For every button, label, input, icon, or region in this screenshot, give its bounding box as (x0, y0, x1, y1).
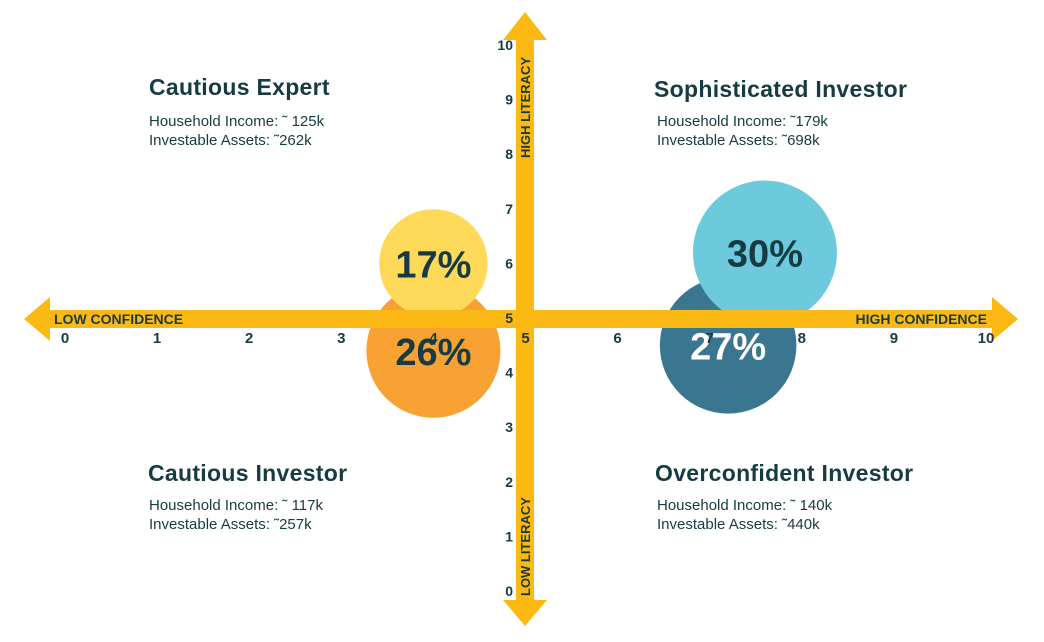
bubbles-layer: 26% 17% 27% 30% (366, 180, 837, 418)
y-tick-label: 10 (497, 37, 513, 53)
x-axis-left-arrow (24, 297, 50, 341)
bubble-label-27: 27% (690, 326, 766, 368)
y-tick-label: 4 (505, 365, 513, 381)
y-tick-label: 1 (505, 528, 513, 544)
x-tick-label: 5 (521, 330, 529, 347)
quadrant-top-right-title: Sophisticated Investor (654, 76, 908, 102)
x-tick-label: 9 (890, 330, 898, 347)
quadrant-top-left-assets: Investable Assets: ˜262k (149, 132, 312, 149)
ticks-layer: 0 1 2 3 4 5 6 7 8 9 10 0 1 2 3 4 5 6 7 8 9 10 (61, 37, 995, 599)
y-axis-low-label: LOW LITERACY (518, 497, 533, 596)
quadrant-bottom-left-income: Household Income: ˜ 117k (149, 497, 323, 514)
bubble-label-26: 26% (395, 332, 471, 374)
x-tick-label: 8 (798, 330, 806, 347)
bubble-17 (379, 209, 488, 318)
quadrant-top-left-income: Household Income: ˜ 125k (149, 113, 325, 130)
bubble-30 (692, 180, 837, 325)
x-tick-label: 3 (337, 330, 345, 347)
quadrant-bottom-left-assets: Investable Assets: ˜257k (149, 516, 312, 533)
y-tick-label: 7 (505, 201, 513, 217)
x-tick-label: 4 (429, 330, 438, 347)
x-tick-label: 10 (978, 330, 995, 347)
quadrant-bottom-right-income: Household Income: ˜ 140k (657, 497, 833, 514)
quadrant-bottom-right-title: Overconfident Investor (655, 460, 914, 486)
x-axis-right-arrow (992, 297, 1018, 341)
y-tick-label: 5 (505, 310, 513, 326)
bubble-label-30: 30% (727, 233, 803, 275)
quadrant-top-right-income: Household Income: ˜179k (657, 113, 828, 130)
y-tick-label: 0 (505, 583, 513, 599)
y-axis-bottom-arrow (503, 600, 547, 626)
y-tick-label: 8 (505, 146, 513, 162)
x-tick-label: 1 (153, 330, 161, 347)
x-axis-low-label: LOW CONFIDENCE (54, 311, 183, 327)
x-tick-label: 7 (706, 330, 714, 347)
quadrant-bottom-left-title: Cautious Investor (148, 460, 348, 486)
bubble-label-17: 17% (395, 244, 471, 286)
x-tick-label: 0 (61, 330, 69, 347)
y-axis-top-arrow (503, 12, 547, 40)
x-axis-high-label: HIGH CONFIDENCE (856, 311, 987, 327)
x-tick-label: 6 (613, 330, 621, 347)
quadrant-top-left-title: Cautious Expert (149, 74, 330, 100)
y-axis-bar (516, 34, 534, 606)
y-tick-label: 2 (505, 474, 513, 490)
axes-layer (24, 12, 1018, 626)
y-axis-high-label: HIGH LITERACY (518, 57, 533, 158)
y-tick-label: 3 (505, 419, 513, 435)
x-tick-label: 2 (245, 330, 253, 347)
quadrant-bottom-right-assets: Investable Assets: ˜440k (657, 516, 820, 533)
y-tick-label: 9 (505, 92, 513, 108)
y-tick-label: 6 (505, 255, 513, 271)
quadrant-top-right-assets: Investable Assets: ˜698k (657, 132, 820, 149)
